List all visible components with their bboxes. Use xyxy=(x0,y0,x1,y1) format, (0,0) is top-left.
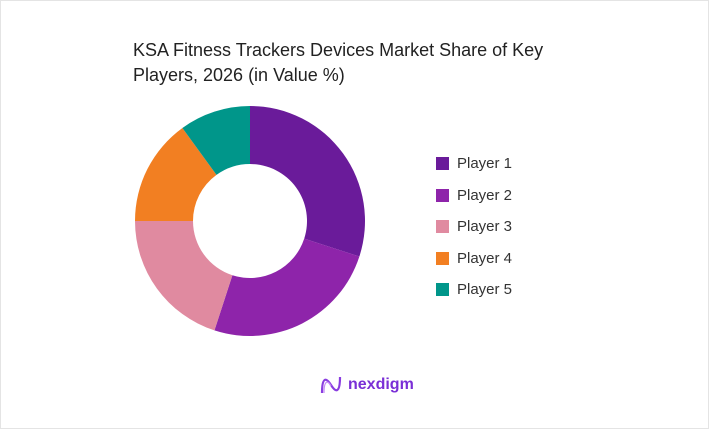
chart-title: KSA Fitness Trackers Devices Market Shar… xyxy=(133,40,544,85)
nexdigm-logo: nexdigm xyxy=(320,375,414,395)
legend-label: Player 5 xyxy=(457,281,513,299)
legend-swatch xyxy=(436,188,449,202)
legend-swatch xyxy=(436,251,449,265)
legend-label: Player 1 xyxy=(457,155,513,173)
legend-swatch xyxy=(436,220,449,234)
legend-item: Player 4 xyxy=(436,243,512,275)
legend-swatch xyxy=(436,157,449,171)
legend-item: Player 5 xyxy=(436,274,512,306)
slice-player-4 xyxy=(135,127,217,221)
slice-player-1 xyxy=(250,106,365,257)
nexdigm-logo-icon xyxy=(320,376,342,394)
legend-item: Player 3 xyxy=(436,211,512,243)
legend-label: Player 2 xyxy=(457,186,513,204)
slice-player-2 xyxy=(214,238,360,336)
brand-name: nexdigm xyxy=(348,376,414,393)
legend-label: Player 4 xyxy=(457,249,513,267)
legend-item: Player 2 xyxy=(436,180,512,212)
slice-player-3 xyxy=(135,221,233,331)
legend-swatch xyxy=(436,283,449,297)
legend: Player 1 Player 2 Player 3 Player 4 Player 5 xyxy=(436,148,512,306)
slice-player-5 xyxy=(182,106,250,175)
legend-item: Player 1 xyxy=(436,148,512,180)
legend-label: Player 3 xyxy=(457,218,513,236)
